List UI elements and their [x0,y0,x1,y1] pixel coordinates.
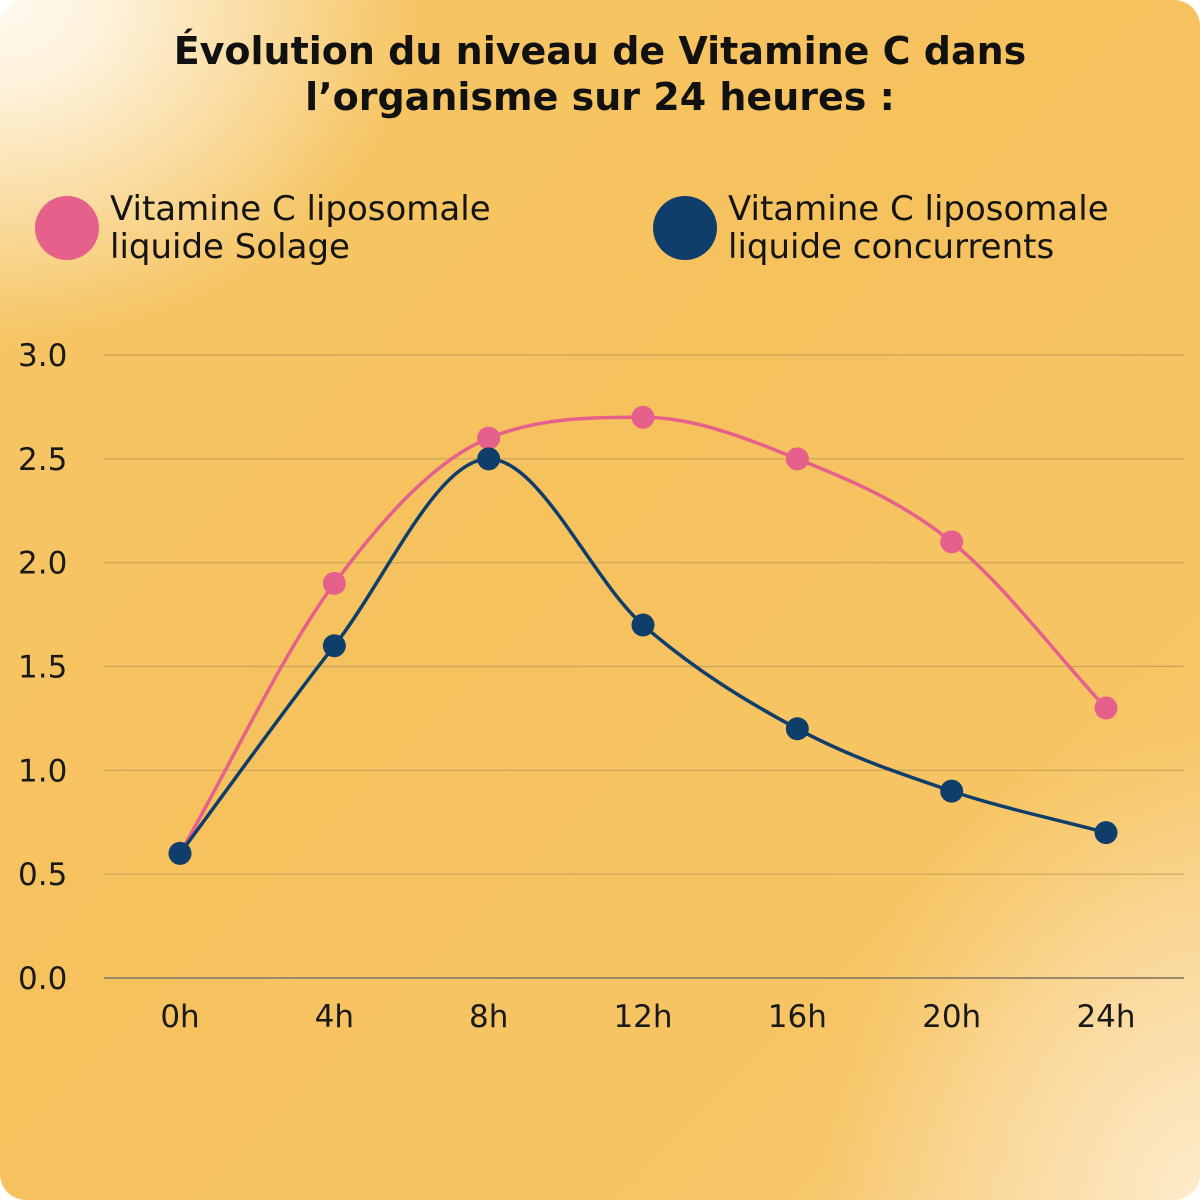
chart-title: Évolution du niveau de Vitamine C dans l… [0,28,1200,120]
data-point-concurrents [785,717,809,741]
data-point-solage [322,571,346,595]
x-tick-label: 0h [160,999,199,1035]
legend-label-solage-line-2: liquide Solage [110,227,350,267]
data-point-concurrents [477,447,501,471]
legend-label-concurrents: Vitamine C liposomale liquide concurrent… [728,190,1109,266]
data-point-solage [940,530,964,554]
y-tick-label: 3.0 [18,338,67,374]
data-point-concurrents [168,841,192,865]
data-point-solage [785,447,809,471]
y-tick-label: 1.5 [18,650,67,686]
x-tick-label: 16h [768,999,827,1035]
series-line-concurrents [178,457,1108,856]
x-tick-label: 12h [613,999,672,1035]
legend-label-solage: Vitamine C liposomale liquide Solage [110,190,491,266]
x-tick-label: 24h [1076,999,1135,1035]
chart-title-line-1: Évolution du niveau de Vitamine C dans [173,29,1027,73]
y-tick-label: 2.5 [18,442,67,478]
data-point-concurrents [631,613,655,637]
x-tick-label: 20h [922,999,981,1035]
chart-title-line-2: l’organisme sur 24 heures : [305,75,895,119]
y-tick-label: 0.0 [18,961,67,997]
x-tick-label: 8h [469,999,508,1035]
data-point-solage [631,405,655,429]
data-point-concurrents [1094,821,1118,845]
y-tick-label: 1.0 [18,753,67,789]
data-point-solage [477,426,501,450]
legend-marker-solage [35,196,99,260]
legend-marker-concurrents [653,196,717,260]
data-point-concurrents [322,634,346,658]
y-tick-label: 2.0 [18,546,67,582]
legend-label-concurrents-line-1: Vitamine C liposomale [728,189,1109,229]
legend-label-concurrents-line-2: liquide concurrents [728,227,1055,267]
data-point-solage [1094,696,1118,720]
data-point-concurrents [940,779,964,803]
y-tick-label: 0.5 [18,857,67,893]
legend-label-solage-line-1: Vitamine C liposomale [110,189,491,229]
x-tick-label: 4h [315,999,354,1035]
